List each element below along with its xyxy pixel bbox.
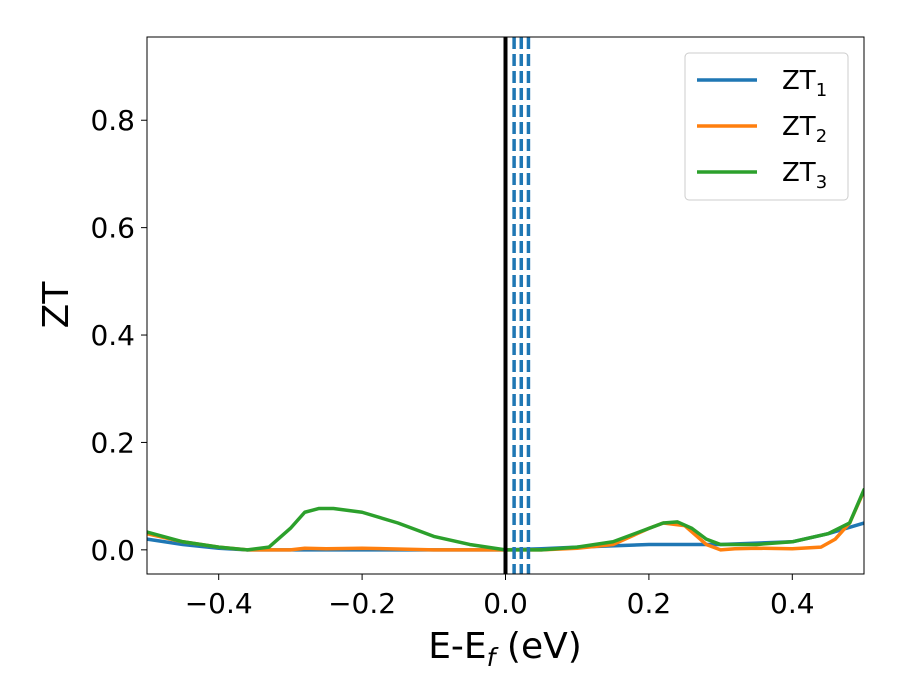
y-tick-label: 0.4	[90, 319, 135, 352]
y-tick-label: 0.8	[90, 104, 135, 137]
legend-box	[684, 52, 849, 201]
x-tick-label: −0.4	[185, 587, 253, 620]
y-tick-label: 0.2	[90, 426, 135, 459]
plot-area	[147, 37, 864, 574]
series-line-zt2	[147, 489, 864, 552]
x-tick-label: 0.2	[627, 587, 672, 620]
x-axis: −0.4 −0.2 0.0 0.2 0.4	[185, 574, 815, 620]
series-line-zt3	[147, 487, 864, 552]
y-axis: 0.0 0.2 0.4 0.6 0.8	[90, 104, 147, 567]
x-tick-label: −0.2	[328, 587, 396, 620]
x-axis-label: E-Ef (eV)	[428, 626, 582, 672]
y-tick-label: 0.0	[90, 534, 135, 567]
y-tick-label: 0.6	[90, 212, 135, 245]
legend: ZT1 ZT2 ZT3	[684, 52, 849, 201]
legend-label-zt2: ZT2	[782, 112, 827, 147]
x-tick-label: 0.4	[770, 587, 815, 620]
y-axis-label: ZT	[36, 281, 77, 329]
legend-label-zt1: ZT1	[782, 66, 827, 101]
x-tick-label: 0.0	[483, 587, 528, 620]
legend-label-zt3: ZT3	[782, 158, 827, 193]
